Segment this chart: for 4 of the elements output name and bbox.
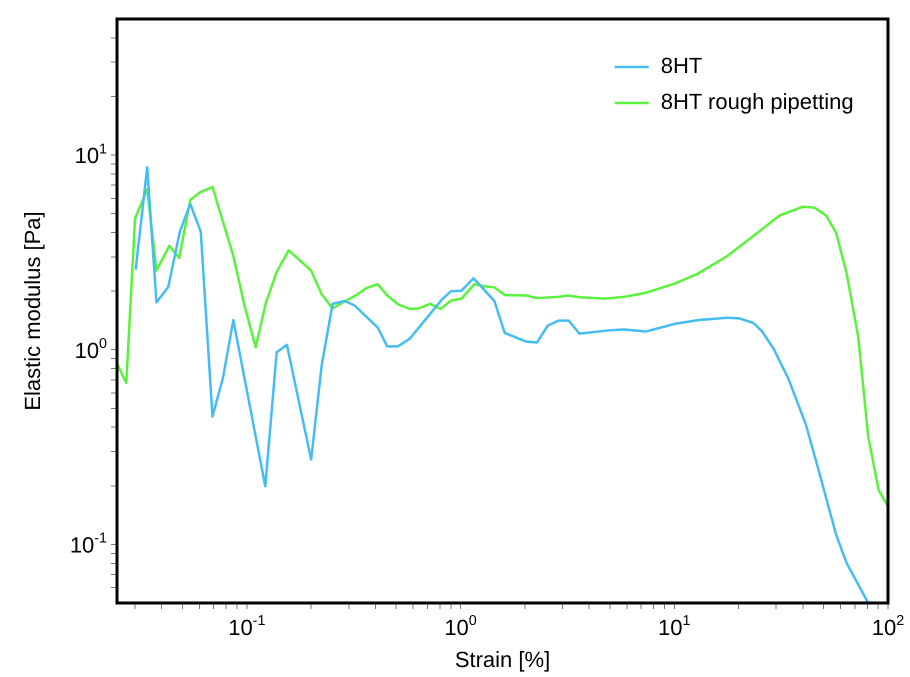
y-axis-title: Elastic modulus [Pa]: [20, 211, 46, 411]
x-axis-title: Strain [%]: [454, 647, 550, 672]
legend-label: 8HT: [660, 53, 702, 78]
legend-label: 8HT rough pipetting: [660, 89, 854, 114]
